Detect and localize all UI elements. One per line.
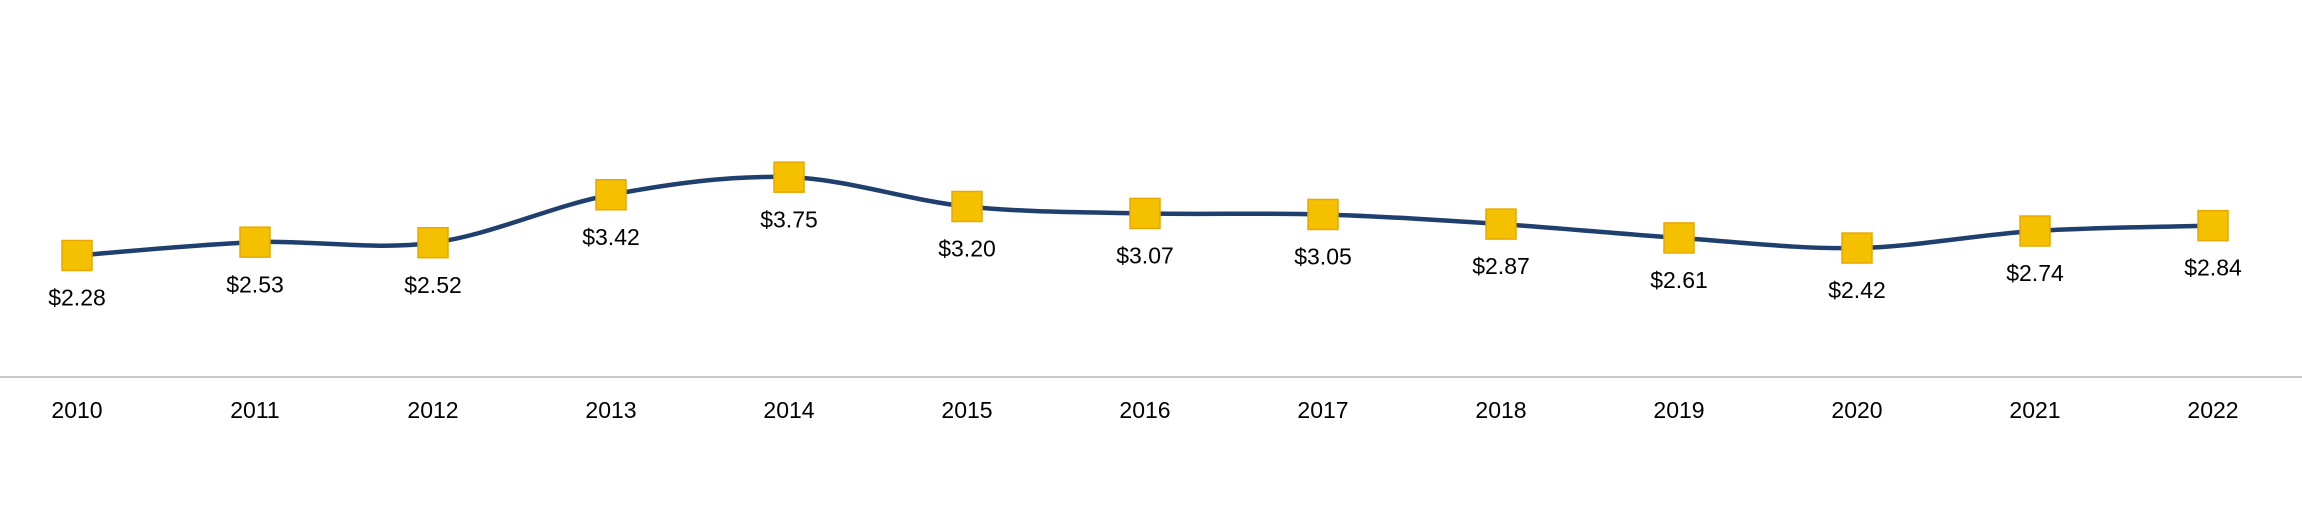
marker xyxy=(417,226,449,259)
x-tick-label: 2018 xyxy=(1475,397,1526,423)
data-label: $2.42 xyxy=(1828,277,1886,303)
data-label: $3.20 xyxy=(938,236,996,262)
x-tick-label: 2017 xyxy=(1297,397,1348,423)
x-tick-label: 2022 xyxy=(2187,397,2238,423)
x-tick-label: 2021 xyxy=(2009,397,2060,423)
marker xyxy=(239,226,271,258)
marker xyxy=(1129,197,1161,230)
x-tick-label: 2013 xyxy=(585,397,636,423)
marker xyxy=(595,179,627,211)
x-tick-label: 2012 xyxy=(407,397,458,423)
x-tick-label: 2010 xyxy=(51,397,102,423)
marker xyxy=(1307,198,1339,231)
data-label: $2.84 xyxy=(2184,255,2242,281)
marker xyxy=(2197,209,2229,242)
data-label: $2.28 xyxy=(48,285,106,311)
marker xyxy=(61,239,93,272)
data-label: $3.42 xyxy=(582,224,640,250)
data-label: $2.61 xyxy=(1650,267,1708,293)
x-tick-label: 2015 xyxy=(941,397,992,423)
marker xyxy=(1663,222,1695,254)
marker xyxy=(773,161,805,193)
data-label: $2.53 xyxy=(226,271,284,297)
data-label: $3.07 xyxy=(1116,242,1174,268)
x-tick-label: 2014 xyxy=(763,397,814,423)
data-label: $3.05 xyxy=(1294,244,1352,270)
marker xyxy=(1485,208,1517,240)
x-tick-label: 2011 xyxy=(230,397,279,423)
data-label: $2.52 xyxy=(404,272,462,298)
x-tick-label: 2020 xyxy=(1831,397,1882,423)
data-label: $2.87 xyxy=(1472,253,1530,279)
marker xyxy=(951,190,983,223)
data-label: $3.75 xyxy=(760,206,818,232)
marker xyxy=(2019,215,2051,247)
marker xyxy=(1841,232,1873,264)
x-tick-label: 2016 xyxy=(1119,397,1170,423)
x-tick-label: 2019 xyxy=(1653,397,1704,423)
data-label: $2.74 xyxy=(2006,260,2064,286)
